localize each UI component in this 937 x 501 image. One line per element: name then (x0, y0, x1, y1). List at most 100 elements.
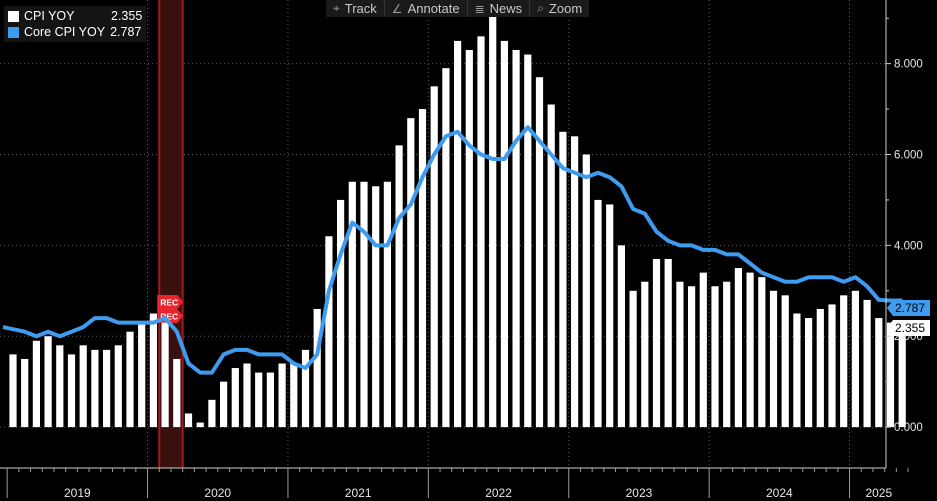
cpi-bar-2021-07 (360, 181, 368, 428)
cpi-bar-2020-03 (173, 358, 181, 428)
cpi-bar-2024-04 (746, 272, 754, 428)
cpi-bar-2022-06 (489, 13, 497, 428)
track-label: Track (344, 1, 377, 16)
core-cpi-last-value-tag: 2.787 (887, 300, 931, 316)
cpi-bar-2025-03 (875, 318, 883, 428)
cpi-bar-2023-06 (629, 290, 637, 428)
track-button[interactable]: ⌖ Track (326, 0, 384, 17)
x-year-label-2019: 2019 (64, 486, 91, 500)
cpi-bar-2020-07 (220, 381, 228, 428)
news-icon: ≣ (474, 1, 485, 16)
recession-marker-label-1: REC (160, 312, 178, 322)
cpi-bar-2024-11 (828, 304, 836, 428)
legend-label-cpi: CPI YOY (24, 9, 75, 23)
cpi-last-value-tag: 2.355 (887, 320, 931, 336)
news-label: News (489, 1, 523, 16)
cpi-bar-2020-04 (184, 413, 193, 428)
cpi-bar-2023-05 (617, 245, 625, 428)
cpi-bar-2022-08 (512, 49, 520, 428)
legend-value-core-cpi: 2.787 (110, 25, 142, 39)
cpi-bars (9, 13, 906, 428)
legend-item-core-cpi[interactable]: Core CPI YOY 2.787 (8, 24, 142, 40)
y-tick-label-2: 4.000 (894, 240, 923, 252)
cpi-bar-2025-02 (863, 299, 871, 428)
cpi-bar-2019-09 (103, 349, 111, 428)
cpi-bar-2021-06 (348, 181, 356, 428)
legend-swatch-core-cpi (8, 26, 19, 38)
crosshair-icon: ⌖ (333, 1, 340, 15)
annotate-label: Annotate (407, 1, 460, 16)
y-tick-label-0: 0.000 (894, 422, 923, 434)
cpi-bar-2019-06 (67, 354, 76, 428)
zoom-label: Zoom (548, 1, 583, 16)
y-tick-label-4: 8.000 (894, 59, 923, 71)
cpi-bar-2019-08 (91, 349, 99, 428)
cpi-bar-2023-10 (676, 281, 684, 428)
x-year-label-2022: 2022 (485, 486, 512, 500)
cpi-bar-2023-11 (688, 286, 696, 428)
cpi-bar-2025-04 (886, 322, 895, 428)
cpi-bar-2021-03 (313, 308, 321, 428)
x-year-label-2020: 2020 (204, 486, 231, 500)
cpi-bar-2025-05 (898, 320, 906, 428)
cpi-bar-2020-01 (149, 313, 157, 428)
cpi-bar-2022-09 (524, 54, 532, 428)
cpi-bar-2020-11 (266, 372, 274, 428)
cpi-bar-2023-08 (652, 258, 661, 428)
cpi-bar-2021-05 (337, 199, 345, 428)
legend-item-cpi[interactable]: CPI YOY 2.355 (8, 8, 142, 24)
cpi-bar-2022-07 (500, 40, 508, 428)
recession-marker-label-0: REC (160, 298, 178, 308)
cpi-bar-2021-04 (325, 236, 333, 428)
legend-label-core-cpi: Core CPI YOY (24, 25, 106, 39)
cpi-bar-2020-06 (208, 399, 216, 428)
annotate-button[interactable]: ∠ Annotate (383, 0, 467, 17)
cpi-bar-2022-12 (559, 131, 567, 428)
x-year-label-2024: 2024 (766, 486, 793, 500)
cpi-bar-2022-04 (465, 49, 473, 428)
cpi-bar-2024-03 (734, 268, 742, 428)
cpi-bar-2020-02 (161, 322, 169, 428)
cpi-bar-2021-10 (395, 145, 403, 428)
chart-legend: CPI YOY 2.355 Core CPI YOY 2.787 (4, 6, 147, 42)
cpi-bar-2023-02 (582, 154, 590, 428)
cpi-bar-2023-03 (594, 199, 602, 428)
cpi-bar-2022-03 (454, 40, 462, 428)
cpi-bar-2024-07 (781, 295, 789, 428)
cpi-bar-2019-12 (138, 322, 146, 428)
pencil-icon: ∠ (391, 1, 403, 16)
cpi-bar-2024-05 (758, 277, 766, 428)
cpi-bar-2019-01 (9, 354, 17, 428)
cpi-bar-2023-01 (571, 136, 579, 428)
legend-swatch-cpi (8, 10, 19, 22)
cpi-bar-2019-11 (126, 331, 134, 428)
y-tick-label-3: 6.000 (894, 149, 923, 161)
cpi-bar-2023-09 (664, 258, 672, 428)
cpi-bar-2021-12 (418, 109, 427, 428)
news-button[interactable]: ≣ News (466, 0, 530, 17)
search-icon: ⌕ (537, 1, 544, 15)
cpi-bar-2019-03 (32, 340, 40, 428)
cpi-bar-2024-02 (723, 281, 731, 428)
cpi-bar-2024-06 (769, 290, 778, 428)
cpi-bar-2019-10 (114, 345, 122, 428)
cpi-bar-2024-08 (793, 313, 801, 428)
zoom-button[interactable]: ⌕ Zoom (529, 0, 589, 17)
cpi-bar-2022-10 (535, 77, 544, 428)
cpi-bar-2019-05 (56, 345, 64, 428)
cpi-bar-2021-09 (383, 181, 391, 428)
legend-value-cpi: 2.355 (111, 9, 143, 23)
x-axis: 2019 2020 2021 2022 2023 2024 2025 (0, 467, 909, 500)
cpi-bar-2020-08 (231, 368, 239, 428)
x-year-label-2025: 2025 (865, 486, 892, 500)
cpi-bar-2023-12 (699, 272, 707, 428)
recession-marker-shape-0 (157, 295, 184, 309)
cpi-bar-2021-11 (407, 118, 415, 428)
cpi-bar-2025-01 (851, 290, 859, 428)
cpi-bar-2019-07 (79, 345, 87, 428)
cpi-bar-2022-01 (430, 86, 438, 428)
cpi-bar-2024-10 (816, 308, 824, 428)
cpi-bar-2019-04 (44, 336, 52, 428)
